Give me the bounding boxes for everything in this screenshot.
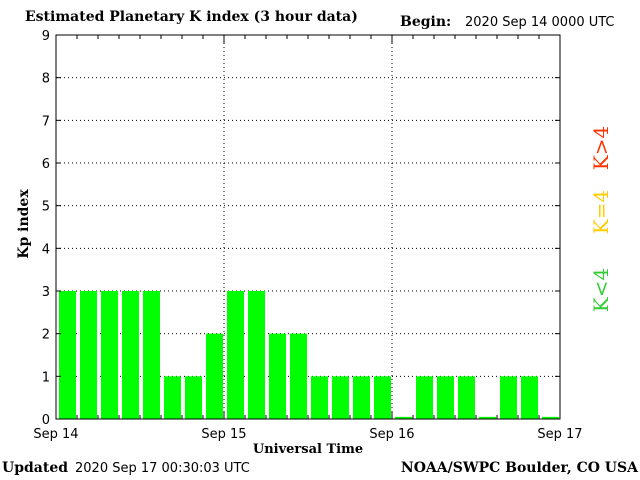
kp-bar xyxy=(227,291,244,419)
x-axis-label: Universal Time xyxy=(253,442,363,457)
y-tick-label: 9 xyxy=(42,29,50,44)
kp-bar xyxy=(437,376,454,419)
begin-label: Begin: xyxy=(400,14,452,30)
y-tick-label: 2 xyxy=(42,328,50,343)
kp-bar xyxy=(521,376,538,419)
kp-bar xyxy=(122,291,139,419)
y-tick-label: 6 xyxy=(42,157,50,172)
kp-bar xyxy=(143,291,160,419)
y-tick-label: 5 xyxy=(42,200,50,215)
begin-value: 2020 Sep 14 0000 UTC xyxy=(465,15,615,30)
source-credit: NOAA/SWPC Boulder, CO USA xyxy=(400,460,638,476)
x-tick-label: Sep 14 xyxy=(33,427,78,442)
legend-entry: K>4 xyxy=(589,126,613,170)
kp-bar xyxy=(311,376,328,419)
updated-value: 2020 Sep 17 00:30:03 UTC xyxy=(75,461,250,476)
kp-bar xyxy=(395,416,412,419)
kp-bar xyxy=(479,416,496,419)
y-tick-label: 0 xyxy=(42,413,50,428)
y-tick-label: 4 xyxy=(42,242,50,257)
kp-bar xyxy=(248,291,265,419)
kp-bar xyxy=(80,291,97,419)
chart-title: Estimated Planetary K index (3 hour data… xyxy=(25,9,358,25)
updated-label: Updated xyxy=(2,460,69,476)
kp-bar xyxy=(185,376,202,419)
y-tick-label: 7 xyxy=(42,114,50,129)
kp-bar xyxy=(269,333,286,419)
kp-bar xyxy=(290,333,307,419)
kp-bar xyxy=(416,376,433,419)
kp-bar xyxy=(542,416,559,419)
x-tick-label: Sep 16 xyxy=(369,427,414,442)
legend-entry: K<4 xyxy=(589,268,613,312)
kp-bar xyxy=(332,376,349,419)
kp-bar xyxy=(500,376,517,419)
kp-bar xyxy=(59,291,76,419)
kp-bar xyxy=(101,291,118,419)
y-tick-label: 1 xyxy=(42,370,50,385)
kp-bar xyxy=(458,376,475,419)
kp-bar xyxy=(164,376,181,419)
x-tick-label: Sep 17 xyxy=(537,427,582,442)
y-tick-label: 8 xyxy=(42,72,50,87)
kp-bar xyxy=(374,376,391,419)
x-tick-label: Sep 15 xyxy=(201,427,246,442)
kp-bar xyxy=(353,376,370,419)
kp-bar xyxy=(206,333,223,419)
y-axis-label: Kp index xyxy=(16,189,32,259)
legend-entry: K=4 xyxy=(589,190,613,234)
y-tick-label: 3 xyxy=(42,285,50,300)
